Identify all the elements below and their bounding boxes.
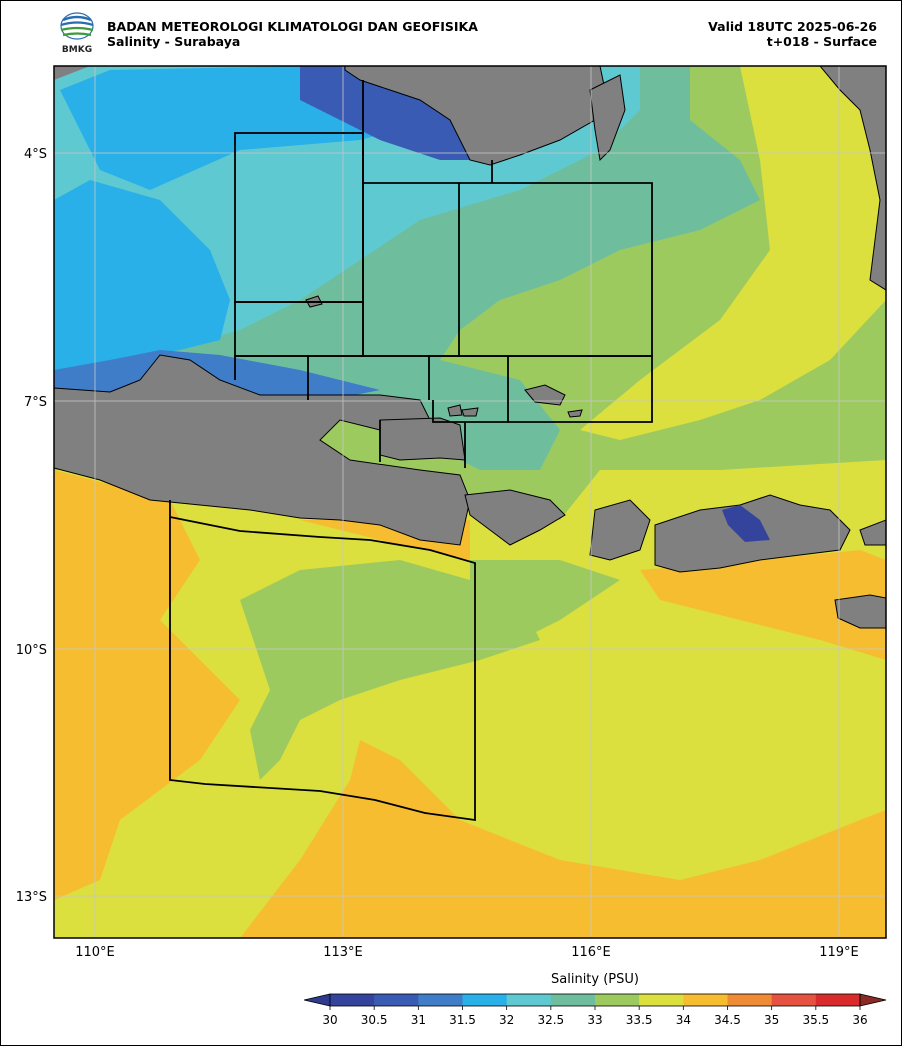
colorbar-tick-label: 33 [587, 1013, 602, 1027]
land-small-island-1 [447, 404, 463, 417]
colorbar-swatch [330, 994, 375, 1006]
land-sumba [834, 594, 886, 629]
graticule [54, 66, 886, 938]
region-box-8 [508, 355, 653, 423]
land-flores [859, 519, 886, 546]
agency-title: BADAN METEOROLOGI KLIMATOLOGI DAN GEOFIS… [107, 19, 478, 34]
colorbar-title: Salinity (PSU) [551, 972, 639, 987]
region-box-south [169, 500, 476, 822]
lat-axis: 4°S 7°S 10°S 13°S [16, 147, 47, 905]
sea-31-5-32-west [54, 180, 230, 380]
sea-33-33-5-lombok [470, 560, 620, 640]
colorbar-swatch [595, 994, 640, 1006]
sea-34-34-5-south [240, 740, 886, 938]
colorbar-swatch [683, 994, 728, 1006]
sea-saleh-bay [722, 505, 770, 542]
logo-text: BMKG [61, 45, 93, 55]
land-corner [54, 66, 90, 80]
colorbar-tick-label: 30.5 [361, 1013, 388, 1027]
colorbar-swatch [639, 994, 684, 1006]
colorbar-swatch [374, 994, 419, 1006]
sea-34-34-5-east [640, 550, 886, 660]
colorbar-tick-label: 32.5 [537, 1013, 564, 1027]
land-java [54, 354, 471, 546]
sea-33-5-34-northeast [580, 66, 886, 440]
land-kangean [524, 384, 566, 406]
colorbar-swatch [462, 994, 508, 1006]
salinity-field [54, 66, 886, 938]
lat-label: 4°S [24, 147, 47, 162]
colorbar-tick-label: 35 [764, 1013, 779, 1027]
lon-axis: 110°E 113°E 116°E 119°E [75, 945, 859, 960]
land-small-island-2 [461, 407, 479, 417]
colorbar-swatch [727, 994, 773, 1006]
lead-time: t+018 - Surface [766, 34, 877, 49]
colorbar-under-extend [303, 993, 331, 1007]
land-sulawesi [819, 66, 886, 291]
colorbar-swatch [771, 994, 817, 1006]
colorbar-tick-label: 31.5 [449, 1013, 476, 1027]
lon-label: 116°E [571, 945, 611, 960]
colorbar-tick-label: 36 [852, 1013, 867, 1027]
colorbar-swatch [550, 994, 596, 1006]
colorbar-tick-label: 31 [411, 1013, 426, 1027]
product-title: Salinity - Surabaya [107, 34, 241, 49]
colorbar-swatch [815, 994, 861, 1006]
colorbar-swatch [418, 994, 463, 1006]
colorbar-swatch [506, 994, 552, 1006]
lon-label: 110°E [75, 945, 115, 960]
header-left: BADAN METEOROLOGI KLIMATOLOGI DAN GEOFIS… [107, 19, 478, 49]
lat-label: 7°S [24, 395, 47, 410]
colorbar-tick-label: 34.5 [714, 1013, 741, 1027]
land-madura [379, 417, 466, 461]
colorbar-tick-label: 30 [322, 1013, 337, 1027]
colorbar-tick-label: 35.5 [802, 1013, 829, 1027]
lat-label: 13°S [16, 890, 47, 905]
region-box-9 [379, 420, 466, 468]
valid-time: Valid 18UTC 2025-06-26 [708, 19, 877, 34]
lon-label: 113°E [323, 945, 363, 960]
land-laut-island [589, 74, 626, 162]
lat-label: 10°S [16, 643, 47, 658]
land-bali [464, 489, 566, 546]
lon-label: 119°E [819, 945, 859, 960]
land-lombok [589, 499, 651, 561]
bmkg-logo: BMKG [56, 12, 98, 56]
forecast-regions [169, 80, 653, 822]
sea-34-34-5-southwest [54, 470, 240, 900]
colorbar-over-extend [859, 993, 887, 1007]
map-border [53, 65, 887, 939]
colorbar-tick-label: 34 [676, 1013, 691, 1027]
colorbar-tick-label: 33.5 [626, 1013, 653, 1027]
sea-33-33-5-south [240, 560, 540, 780]
colorbar-tick-label: 32 [499, 1013, 514, 1027]
colorbar: 30 30.5 31 31.5 32 32.5 33 33.5 34 34.5 35 35.5 36 [303, 993, 887, 1027]
header-right: Valid 18UTC 2025-06-26 t+018 - Surface [708, 19, 877, 49]
land-small-island-3 [567, 409, 583, 418]
